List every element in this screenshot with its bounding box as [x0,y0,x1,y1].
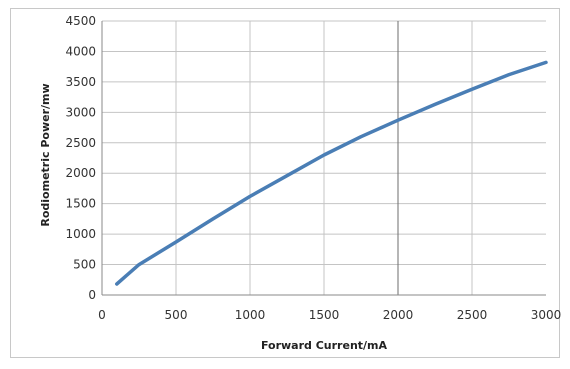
y-tick-label: 0 [88,288,96,302]
x-tick-label: 2000 [383,308,414,322]
y-tick-label: 1500 [65,197,96,211]
x-tick-label: 3000 [531,308,561,322]
axes [101,21,546,296]
x-tick-label: 0 [98,308,106,322]
x-tick-label: 2500 [457,308,488,322]
x-tick-label: 500 [165,308,188,322]
x-tick-label: 1500 [309,308,340,322]
chart-frame: 0 500 1000 1500 2000 2500 3000 3500 4000 4500 0 500… [10,8,561,358]
y-tick-label: 2000 [65,166,96,180]
y-tick-label: 500 [73,258,96,272]
x-axis-title: Forward Current/mA [261,339,388,352]
tick-labels: 0 500 1000 1500 2000 2500 3000 3500 4000 4500 0 500… [65,14,561,322]
y-tick-label: 4000 [65,44,96,58]
data-series [115,60,548,286]
y-axis-title: Rodiometric Power/mw [39,83,52,226]
y-tick-label: 4500 [65,14,96,28]
y-tick-label: 2500 [65,136,96,150]
series-line [115,60,548,286]
x-tick-label: 1000 [235,308,266,322]
y-tick-label: 1000 [65,227,96,241]
y-tick-label: 3500 [65,75,96,89]
line-chart: 0 500 1000 1500 2000 2500 3000 3500 4000 4500 0 500… [39,14,561,352]
y-tick-label: 3000 [65,105,96,119]
grid-lines [102,20,546,295]
